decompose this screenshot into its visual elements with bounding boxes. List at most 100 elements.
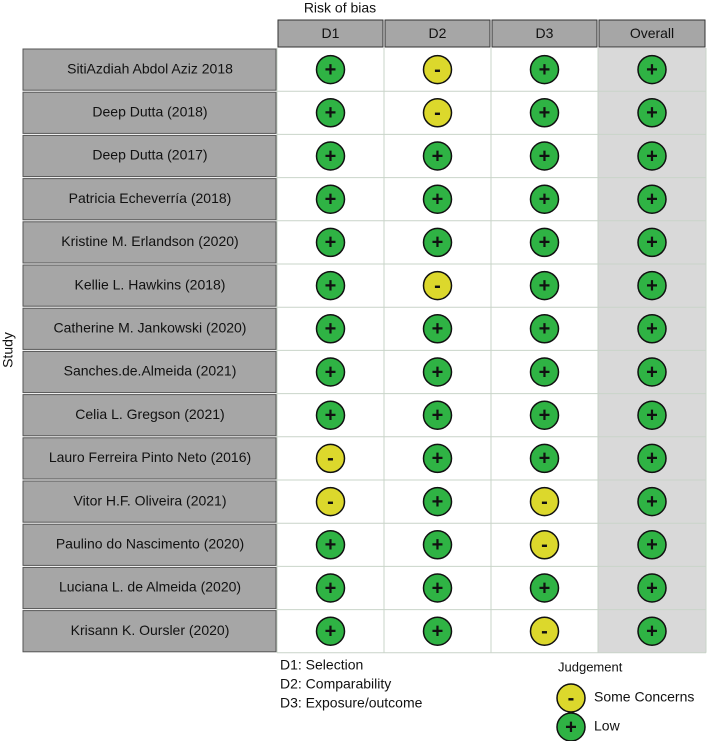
judgement-symbol: + [432,188,444,210]
judgement-symbol: + [646,491,658,513]
study-label: Krisann K. Oursler (2020) [71,622,230,638]
judgement-symbol: + [646,577,658,599]
study-label: Paulino do Nascimento (2020) [56,536,244,552]
domain-note: D2: Comparability [280,676,391,692]
judgement-circle [422,616,453,646]
judgement-symbol: + [646,318,658,340]
judgement-circle [637,616,667,646]
judgement-circle [422,54,453,85]
column-header [277,19,384,48]
judgement-circle [422,227,453,258]
plot-title: Risk of bias [304,0,376,16]
judgement-circle [637,486,667,517]
judgement-circle [529,54,560,85]
judgement-circle [315,400,346,430]
judgement-symbol: + [539,188,551,210]
judgement-circle [637,400,667,430]
judgement-symbol: + [646,404,658,426]
judgement-symbol: - [434,275,441,297]
judgement-symbol: + [325,232,337,254]
judgement-circle [315,184,346,214]
study-cell [22,48,277,91]
judgement-circle [637,184,667,214]
judgement-circle [529,486,560,517]
judgement-circle [529,227,560,258]
study-cell [22,480,277,523]
judgement-symbol: + [325,275,337,297]
judgement-symbol: + [565,716,577,738]
domain-note: D3: Exposure/outcome [280,695,423,711]
judgement-circle [422,98,453,128]
judgement-symbol: + [325,534,337,556]
judgement-circle [637,54,667,85]
judgement-symbol: + [646,620,658,642]
judgement-circle [315,141,346,171]
column-header [598,19,706,48]
study-cell [22,221,277,264]
judgement-symbol: + [432,232,444,254]
judgement-circle [637,270,667,301]
judgement-symbol: + [539,448,551,470]
judgement-symbol: - [568,687,575,709]
judgement-symbol: + [432,318,444,340]
judgement-symbol: + [646,275,658,297]
judgement-circle [315,616,346,646]
judgement-symbol: + [539,145,551,167]
judgement-symbol: + [646,448,658,470]
y-label: Study [0,332,16,368]
domain-note: D1: Selection [280,657,363,673]
study-label: Luciana L. de Almeida (2020) [59,579,241,595]
study-label: Kristine M. Erlandson (2020) [61,233,238,249]
judgement-circle [422,400,453,430]
judgement-circle [556,683,586,713]
judgement-circle [422,270,453,301]
judgement-circle [529,98,560,128]
judgement-circle [529,270,560,301]
judgement-symbol: + [325,620,337,642]
judgement-symbol: + [432,577,444,599]
study-cell [22,134,277,178]
judgement-circle [529,357,560,387]
judgement-symbol: - [541,534,548,556]
study-label: SitiAzdiah Abdol Aziz 2018 [67,60,233,76]
judgement-symbol: + [432,361,444,383]
judgement-circle [315,227,346,258]
judgement-circle [529,314,560,344]
judgement-symbol: + [539,275,551,297]
judgement-symbol: + [539,404,551,426]
judgement-circle [422,443,453,474]
judgement-circle [529,141,560,171]
judgement-circle [422,141,453,171]
judgement-symbol: - [327,491,334,513]
study-label: Lauro Ferreira Pinto Neto (2016) [49,449,251,465]
study-cell [22,394,277,437]
study-label: Vitor H.F. Oliveira (2021) [73,492,226,508]
judgement-circle [422,357,453,387]
legend-label: Some Concerns [594,689,694,705]
judgement-circle [315,270,346,301]
judgement-symbol: + [646,534,658,556]
judgement-circle [422,184,453,214]
study-cell [22,350,277,394]
judgement-symbol: - [434,102,441,124]
legend-label: Low [594,718,621,734]
judgement-symbol: + [325,102,337,124]
study-label: Deep Dutta (2018) [92,104,207,120]
column-header-label: D2 [429,25,447,41]
judgement-symbol: - [541,620,548,642]
judgement-symbol: + [325,404,337,426]
study-label: Kellie L. Hawkins (2018) [75,276,226,292]
study-label: Celia L. Gregson (2021) [75,406,224,422]
judgement-symbol: + [646,59,658,81]
study-label: Deep Dutta (2017) [92,147,207,163]
judgement-circle [637,314,667,344]
study-label: Patricia Echeverría (2018) [69,190,232,206]
judgement-circle [315,486,346,517]
judgement-symbol: + [325,59,337,81]
judgement-symbol: + [325,577,337,599]
study-cell [22,523,277,566]
judgement-symbol: + [646,102,658,124]
judgement-circle [637,443,667,474]
study-label: Sanches.de.Almeida (2021) [64,363,237,379]
judgement-symbol: + [539,102,551,124]
